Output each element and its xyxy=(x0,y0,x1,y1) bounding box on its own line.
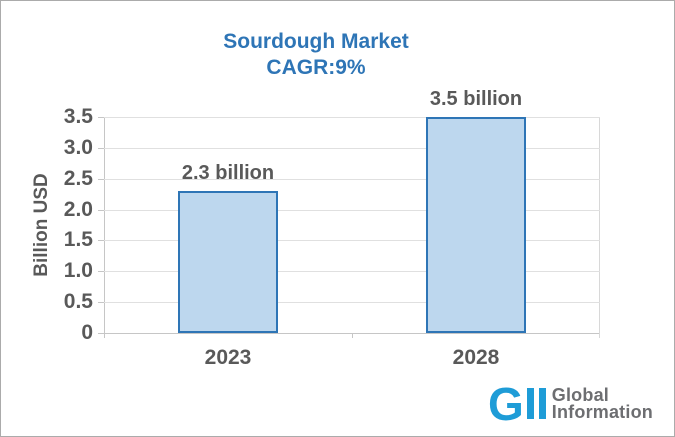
y-axis-tick-label: 0 xyxy=(81,321,93,344)
logo-bar-icon xyxy=(538,388,546,419)
gridline xyxy=(104,271,600,272)
y-axis-tick-label: 3.5 xyxy=(63,105,93,128)
logo-text-line1: Global xyxy=(551,385,609,405)
logo-ii-bars-icon xyxy=(526,388,546,419)
gridline xyxy=(104,179,600,180)
y-axis-tick-label: 2.5 xyxy=(63,167,93,190)
y-axis-tick xyxy=(98,179,104,180)
y-axis-tick-label: 3.0 xyxy=(63,136,93,159)
plot-right-border xyxy=(599,117,600,338)
y-axis-tick-label: 1.0 xyxy=(63,259,93,282)
bar-2023 xyxy=(178,191,278,333)
logo-bar-icon xyxy=(526,388,534,419)
x-axis-label-2028: 2028 xyxy=(452,346,500,369)
logo-global-information: G Global Information xyxy=(488,378,653,430)
bar-2028 xyxy=(426,117,526,333)
plot-area: 2.3 billion 3.5 billion xyxy=(98,88,600,338)
x-axis-label-2023: 2023 xyxy=(204,346,252,369)
chart-title-line1: Sourdough Market xyxy=(223,30,409,53)
logo-g-letter: G xyxy=(488,378,524,430)
bar-value-label: 2.3 billion xyxy=(181,162,275,184)
gridline xyxy=(104,240,600,241)
y-axis-tick xyxy=(98,240,104,241)
y-axis-tick-label: 2.0 xyxy=(63,198,93,221)
y-axis-line xyxy=(104,117,105,338)
gridline xyxy=(104,148,600,149)
y-axis-tick-label: 1.5 xyxy=(63,228,93,251)
gridline xyxy=(104,117,600,118)
y-axis-tick xyxy=(98,333,104,334)
y-axis-tick xyxy=(98,271,104,272)
logo-text: Global Information xyxy=(551,385,653,422)
x-axis-line xyxy=(98,333,600,334)
gridline xyxy=(104,302,600,303)
y-axis-tick xyxy=(98,210,104,211)
logo-text-line2: Information xyxy=(551,402,653,422)
y-axis-tick xyxy=(98,302,104,303)
chart-title-line2: CAGR:9% xyxy=(266,56,366,79)
y-axis-tick-label: 0.5 xyxy=(63,290,93,313)
x-axis-tick xyxy=(352,333,353,338)
bar-value-label: 3.5 billion xyxy=(429,88,523,110)
y-axis-tick xyxy=(98,148,104,149)
y-axis-tick xyxy=(98,117,104,118)
gridline xyxy=(104,210,600,211)
chart-title: Sourdough Market CAGR:9% xyxy=(1,29,631,81)
